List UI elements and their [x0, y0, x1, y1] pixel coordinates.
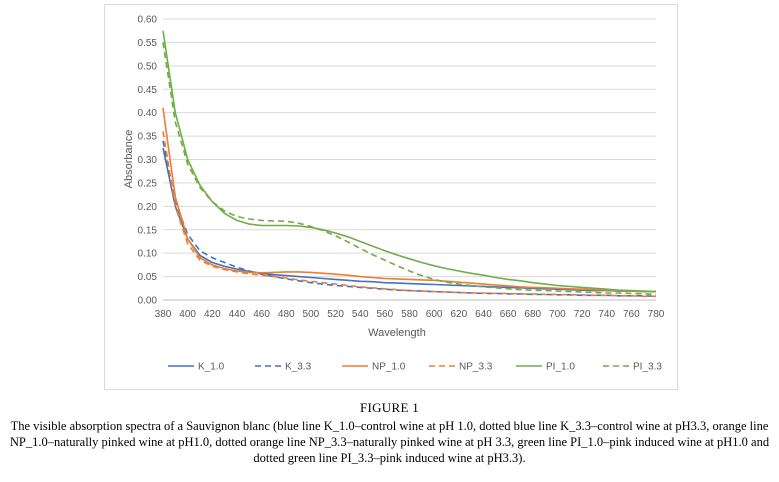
axis-layer: 0.00 0.05 0.10 0.15 0.20 0.25 0.30 0.35 0.40 0.45… — [138, 15, 665, 321]
y-tick-label: 0.60 — [138, 15, 158, 26]
y-tick-label: 0.15 — [138, 225, 158, 236]
x-tick-label: 600 — [426, 309, 443, 320]
x-tick-label: 460 — [253, 309, 270, 320]
x-tick-label: 420 — [204, 309, 221, 320]
x-tick-label: 540 — [352, 309, 369, 320]
figure-caption-text: The visible absorption spectra of a Sauv… — [9, 419, 770, 465]
legend: K_1.0 K_3.3 NP_1.0 NP_3.3 PI_1.0 PI_3.3 — [168, 362, 662, 373]
x-tick-label: 380 — [155, 309, 172, 320]
x-tick-label: 580 — [401, 309, 418, 320]
chart-frame: 0.00 0.05 0.10 0.15 0.20 0.25 0.30 0.35 0.40 0.45… — [104, 4, 678, 390]
y-tick-label: 0.05 — [138, 272, 158, 283]
x-tick-label: 760 — [623, 309, 640, 320]
series-line-PI_3-3 — [162, 42, 657, 296]
legend-label: K_1.0 — [198, 362, 225, 373]
y-tick-label: 0.40 — [138, 108, 158, 119]
series-line-NP_3-3 — [162, 131, 656, 298]
x-tick-label: 780 — [648, 309, 665, 320]
x-tick-label: 680 — [524, 309, 541, 320]
figure-caption-title: FIGURE 1 — [359, 400, 420, 415]
x-tick-label: 740 — [598, 309, 615, 320]
x-tick-label: 520 — [327, 309, 344, 320]
series-line-K_3-3 — [162, 140, 657, 298]
legend-label: PI_3.3 — [633, 362, 662, 373]
series-line-K_1-0 — [162, 147, 656, 293]
legend-label: PI_1.0 — [546, 362, 575, 373]
x-tick-label: 440 — [229, 309, 246, 320]
legend-label: NP_3.3 — [459, 362, 493, 373]
x-tick-label: 620 — [450, 309, 467, 320]
x-axis-title: Wavelength — [368, 327, 426, 339]
y-tick-label: 0.00 — [138, 296, 158, 307]
y-tick-label: 0.10 — [138, 249, 158, 260]
x-tick-label: 660 — [500, 309, 517, 320]
y-tick-label: 0.30 — [138, 155, 158, 166]
legend-label: K_3.3 — [285, 362, 312, 373]
y-tick-label: 0.35 — [138, 132, 158, 143]
series-layer — [162, 30, 657, 298]
x-tick-label: 500 — [303, 309, 320, 320]
x-tick-label: 400 — [179, 309, 196, 320]
series-line-NP_1-0 — [162, 107, 656, 293]
figure-caption: FIGURE 1 The visible absorption spectra … — [0, 400, 779, 466]
y-axis-title: Absorbance — [123, 130, 135, 189]
legend-label: NP_1.0 — [372, 362, 406, 373]
y-tick-label: 0.55 — [138, 38, 158, 49]
y-tick-label: 0.45 — [138, 85, 158, 96]
x-tick-label: 640 — [475, 309, 492, 320]
x-tick-label: 560 — [377, 309, 394, 320]
grid-layer — [163, 18, 656, 301]
absorbance-line-chart: 0.00 0.05 0.10 0.15 0.20 0.25 0.30 0.35 0.40 0.45… — [123, 15, 665, 373]
y-tick-label: 0.20 — [138, 202, 158, 213]
x-tick-label: 480 — [278, 309, 295, 320]
y-tick-label: 0.25 — [138, 178, 158, 189]
series-line-PI_1-0 — [162, 30, 657, 293]
x-tick-label: 720 — [574, 309, 591, 320]
x-tick-label: 700 — [549, 309, 566, 320]
y-tick-label: 0.50 — [138, 61, 158, 72]
